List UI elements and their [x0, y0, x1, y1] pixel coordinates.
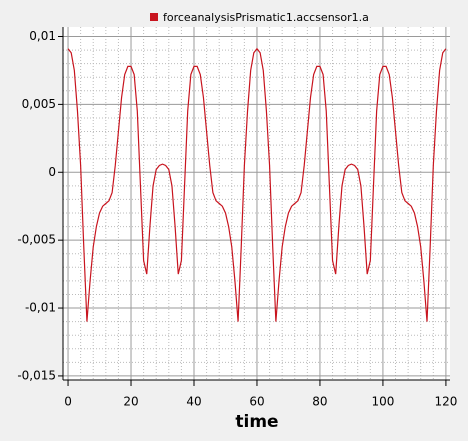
y-tick-label: -0,01 — [25, 301, 56, 315]
x-tick-label: 80 — [312, 395, 327, 409]
x-tick-label: 60 — [249, 395, 264, 409]
x-tick-label: 0 — [64, 395, 72, 409]
y-tick-label: 0,005 — [22, 97, 56, 111]
y-tick-label: 0 — [48, 165, 56, 179]
legend-label: forceanalysisPrismatic1.accsensor1.a — [163, 11, 369, 24]
x-axis-label: time — [235, 412, 278, 432]
x-tick-label: 100 — [371, 395, 394, 409]
x-tick-label: 40 — [186, 395, 201, 409]
y-tick-label: -0,005 — [17, 233, 56, 247]
x-tick-label: 20 — [123, 395, 138, 409]
x-tick-label: 120 — [434, 395, 457, 409]
y-tick-label: 0,01 — [29, 29, 56, 43]
legend-swatch — [150, 13, 158, 21]
y-tick-label: -0,015 — [17, 368, 56, 382]
data-line — [67, 47, 447, 322]
